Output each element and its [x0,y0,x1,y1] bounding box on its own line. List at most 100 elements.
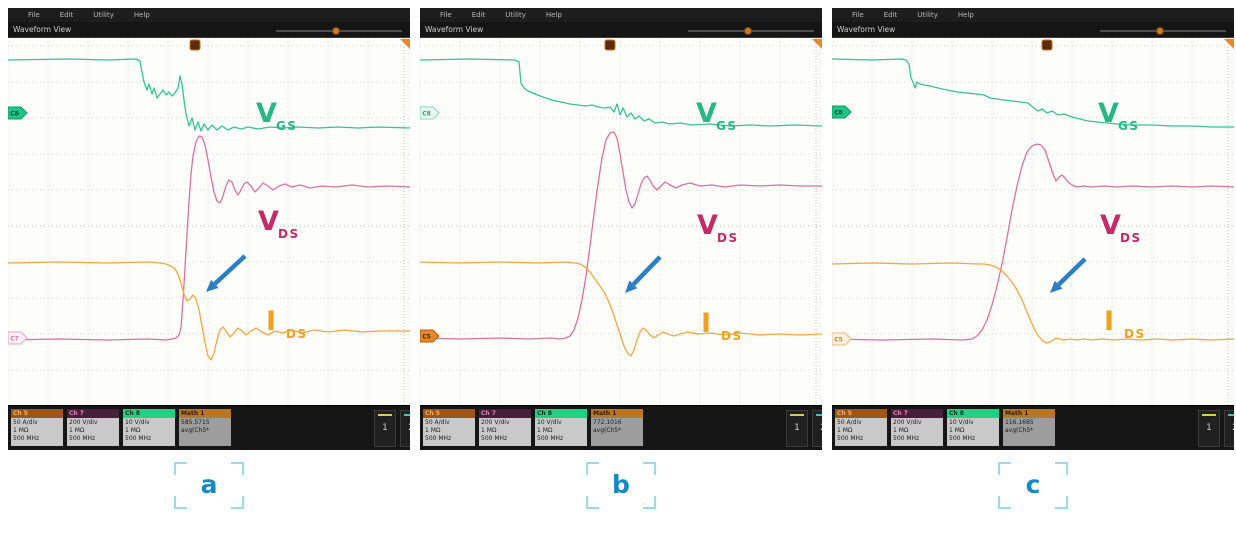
oscilloscope-panel-a: File Edit Utility Help Waveform View C8 C… [8,8,410,450]
channel-badge-ch8[interactable]: Ch 8 10 V/div 1 MΩ 500 MHz [123,409,175,450]
graticule-grid [832,38,1234,405]
badge-details: 585.5715 avg(Ch5* [179,418,231,446]
ids-trace [8,261,410,361]
menu-item-file[interactable]: File [440,11,452,19]
status-bar: Ch 5 50 A/div 1 MΩ 500 MHz Ch 7 200 V/div 1… [832,405,1234,450]
wave-label-subscript: DS [717,231,739,245]
vds-label: V DS [697,210,739,245]
channel-marker-label: C8 [834,110,843,117]
channel-badge-ch7[interactable]: Ch 7 200 V/div 1 MΩ 500 MHz [67,409,119,450]
wave-label-main: V [696,98,717,129]
badge-details: 200 V/div 1 MΩ 500 MHz [67,418,119,446]
expand-corner-icon[interactable] [812,39,822,49]
channel-marker-shape [420,106,440,120]
waveform-display[interactable]: C8 C5 V GS V DS I DS [420,38,822,405]
channel-badge-ch8[interactable]: Ch 8 10 V/div 1 MΩ 500 MHz [947,409,999,450]
badge-title: Ch 5 [423,409,475,418]
math-badge[interactable]: Math 1 772.1016 avg(Ch5* [591,409,643,450]
menu-bar: File Edit Utility Help [832,8,1234,22]
annotation-arrow-icon [206,254,247,292]
waveform-preview-icon [1228,414,1234,416]
channel-badge-ch8[interactable]: Ch 8 10 V/div 1 MΩ 500 MHz [535,409,587,450]
channel-marker-icon[interactable]: C7 [8,331,28,345]
scroll-handle-icon[interactable] [332,27,340,35]
menu-item-utility[interactable]: Utility [93,11,114,19]
vgs-trace [420,58,822,127]
trigger-position-icon[interactable] [189,39,201,51]
trigger-position-icon[interactable] [604,39,616,51]
menu-item-help[interactable]: Help [133,11,150,19]
menu-item-utility[interactable]: Utility [917,11,938,19]
tab-scrollbar[interactable] [276,27,402,35]
zoom-view-button-2[interactable]: 2 [1224,410,1234,447]
badge-title: Ch 5 [11,409,63,418]
badge-details: 116.1685 avg(Ch5* [1003,418,1055,446]
annotation-arrow-icon [1050,257,1087,293]
channel-badge-ch5[interactable]: Ch 5 50 A/div 1 MΩ 500 MHz [11,409,63,450]
wave-label-main: I [266,306,276,337]
menu-item-help[interactable]: Help [545,11,562,19]
vds-trace [420,131,822,340]
menu-item-edit[interactable]: Edit [59,11,74,19]
expand-corner-icon[interactable] [400,39,410,49]
math-badge[interactable]: Math 1 585.5715 avg(Ch5* [179,409,231,450]
zoom-view-button-2[interactable]: 2 [812,410,822,447]
menu-item-utility[interactable]: Utility [505,11,526,19]
status-bar: Ch 5 50 A/div 1 MΩ 500 MHz Ch 7 200 V/div 1… [420,405,822,450]
math-badge[interactable]: Math 1 116.1685 avg(Ch5* [1003,409,1055,450]
badge-title: Ch 8 [947,409,999,418]
menu-item-file[interactable]: File [852,11,864,19]
menu-item-edit[interactable]: Edit [471,11,486,19]
annotation-arrow-icon [625,255,662,293]
badge-details: 10 V/div 1 MΩ 500 MHz [947,418,999,446]
channel-marker-shape [8,331,28,345]
channel-badge-ch7[interactable]: Ch 7 200 V/div 1 MΩ 500 MHz [891,409,943,450]
badge-details: 10 V/div 1 MΩ 500 MHz [535,418,587,446]
tab-scrollbar[interactable] [688,27,814,35]
waveform-display[interactable]: C8 C7 V GS V DS I DS [8,38,410,405]
channel-badge-ch7[interactable]: Ch 7 200 V/div 1 MΩ 500 MHz [479,409,531,450]
ids-label: I DS [701,308,741,343]
zoom-view-button-2[interactable]: 2 [400,410,410,447]
trigger-position-icon[interactable] [1041,39,1053,51]
bracket-corner-icon [643,496,656,509]
graticule-grid [8,38,410,405]
channel-marker-icon[interactable]: C5 [832,332,852,346]
channel-marker-shape [832,105,852,119]
zoom-view-button-1[interactable]: 1 [374,410,396,447]
badge-title: Ch 7 [67,409,119,418]
zoom-view-button-1[interactable]: 1 [786,410,808,447]
scroll-handle-icon[interactable] [1156,27,1164,35]
channel-marker-shape [832,332,852,346]
badge-title: Ch 8 [123,409,175,418]
tab-waveform-view[interactable]: Waveform View [837,25,896,34]
bracket-corner-icon [643,462,656,475]
vgs-trace [832,58,1234,128]
menu-item-file[interactable]: File [28,11,40,19]
badge-title: Math 1 [1003,409,1055,418]
channel-badge-ch5[interactable]: Ch 5 50 A/div 1 MΩ 500 MHz [423,409,475,450]
zoom-view-button-1[interactable]: 1 [1198,410,1220,447]
badge-details: 50 A/div 1 MΩ 500 MHz [423,418,475,446]
channel-marker-icon[interactable]: C8 [420,106,440,120]
channel-marker-icon[interactable]: C8 [8,106,28,120]
tab-waveform-view[interactable]: Waveform View [13,25,72,34]
menu-item-help[interactable]: Help [957,11,974,19]
channel-badge-ch5[interactable]: Ch 5 50 A/div 1 MΩ 500 MHz [835,409,887,450]
channel-marker-icon[interactable]: C5 [420,329,440,343]
waveform-preview-icon [1202,414,1216,416]
badge-title: Ch 5 [835,409,887,418]
tab-scrollbar[interactable] [1100,27,1226,35]
menu-item-edit[interactable]: Edit [883,11,898,19]
waveform-display[interactable]: C8 C5 V GS V DS I DS [832,38,1234,405]
menu-bar: File Edit Utility Help [420,8,822,22]
wave-label-subscript: GS [1118,119,1140,133]
arrow-head [625,280,638,293]
channel-marker-icon[interactable]: C8 [832,105,852,119]
expand-corner-icon[interactable] [1224,39,1234,49]
wave-label-main: V [258,206,279,237]
scroll-handle-icon[interactable] [744,27,752,35]
wave-label-main: I [1104,306,1114,337]
tab-waveform-view[interactable]: Waveform View [425,25,484,34]
